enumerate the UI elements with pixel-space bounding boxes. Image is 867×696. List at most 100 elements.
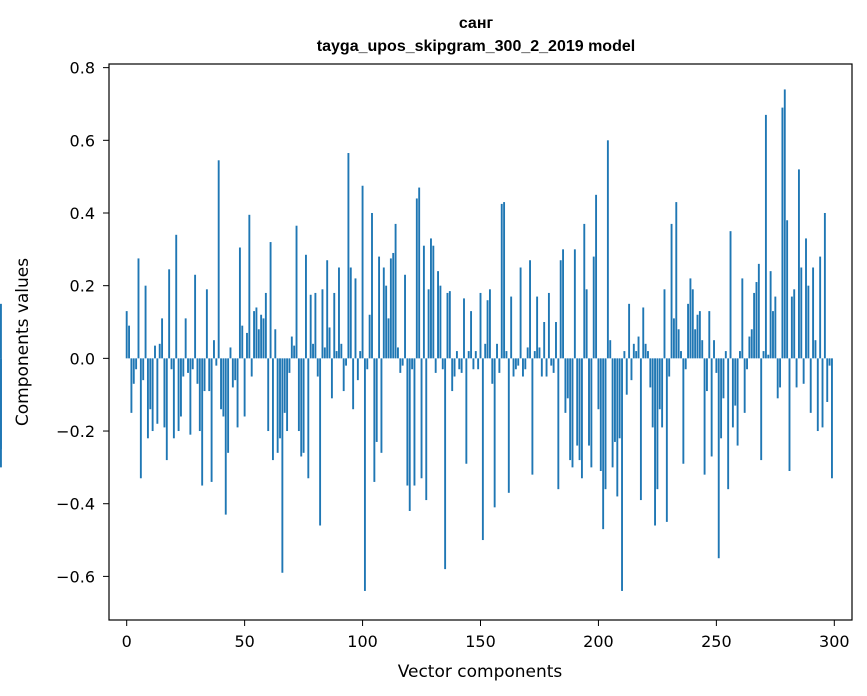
bar: [755, 282, 758, 359]
bar: [684, 358, 687, 370]
bar: [517, 358, 520, 366]
y-tick-label: 0.8: [70, 59, 95, 78]
bar: [514, 358, 517, 370]
x-tick-label: 200: [583, 632, 614, 651]
bar: [812, 267, 815, 359]
y-tick-label: −0.2: [56, 422, 95, 441]
x-tick-label: 100: [347, 632, 378, 651]
bar: [625, 358, 628, 395]
bar: [441, 358, 444, 370]
y-tick-label: 0.2: [70, 277, 95, 296]
y-tick-label: 0.6: [70, 131, 95, 150]
bar: [819, 256, 822, 359]
bar: [753, 292, 756, 359]
bar: [271, 358, 274, 461]
bar: [656, 358, 659, 490]
bar: [168, 269, 171, 359]
bar: [486, 300, 489, 359]
bar: [175, 234, 178, 359]
bar: [142, 358, 145, 381]
bar: [595, 194, 598, 359]
bar: [257, 329, 260, 359]
bar: [323, 347, 326, 359]
bar: [569, 358, 572, 461]
bar: [750, 329, 753, 359]
bar: [635, 351, 638, 359]
bar: [776, 358, 779, 399]
bar: [453, 358, 456, 377]
bar: [496, 343, 498, 359]
bar: [146, 358, 149, 439]
bar: [191, 358, 194, 370]
bar: [472, 358, 475, 370]
bar: [363, 358, 366, 591]
bar: [505, 351, 508, 359]
bar: [736, 358, 739, 446]
bar: [458, 358, 461, 370]
bar: [573, 249, 576, 359]
x-tick-label: 250: [701, 632, 732, 651]
bar: [203, 358, 206, 392]
bar: [769, 271, 772, 359]
bar: [427, 289, 430, 359]
bar: [743, 358, 746, 413]
bar: [335, 351, 338, 359]
bar: [425, 358, 428, 501]
bar: [639, 358, 642, 501]
bar: [807, 285, 810, 359]
bar: [373, 358, 376, 482]
bar: [545, 358, 548, 377]
bar: [588, 358, 590, 446]
bar: [757, 263, 760, 359]
bar: [286, 358, 289, 432]
bar: [538, 347, 541, 359]
bar: [793, 289, 796, 359]
bar: [762, 351, 765, 359]
bar: [500, 203, 503, 359]
bar: [533, 351, 536, 359]
bar: [831, 358, 833, 479]
bar: [297, 358, 300, 432]
bar: [196, 358, 199, 384]
bar: [135, 358, 138, 370]
bar: [260, 314, 263, 359]
bar: [418, 187, 421, 359]
bar: [484, 343, 487, 359]
bar: [293, 345, 296, 359]
bar: [616, 358, 619, 497]
bar: [821, 358, 824, 428]
y-axis-ticks: −0.6 −0.4 −0.2 0.0 0.2 0.4 0.6 0.8: [56, 59, 109, 586]
bar: [637, 336, 640, 359]
bar: [330, 358, 333, 399]
bar: [760, 358, 763, 461]
bar: [536, 296, 539, 359]
bar: [668, 358, 671, 377]
bar: [451, 358, 454, 392]
bar: [276, 358, 279, 453]
bar: [675, 202, 678, 359]
bar: [274, 329, 277, 359]
bar: [411, 358, 414, 370]
bar: [316, 358, 319, 377]
chart-title: санг: [459, 15, 494, 32]
bar: [227, 358, 230, 453]
bar: [814, 340, 817, 359]
bar: [366, 358, 369, 370]
bar: [290, 336, 293, 359]
bar: [786, 220, 789, 359]
bar: [215, 358, 218, 366]
bar: [170, 358, 173, 370]
bar: [165, 358, 168, 461]
bar: [312, 343, 314, 359]
bar: [389, 258, 392, 359]
bar: [795, 358, 798, 388]
bar: [465, 358, 468, 464]
bar: [368, 314, 371, 359]
bar: [772, 311, 774, 359]
bar: [599, 358, 602, 471]
bar: [448, 291, 451, 359]
bar: [267, 358, 270, 432]
bar: [658, 358, 661, 410]
bar: [665, 358, 668, 522]
bar: [375, 358, 378, 442]
